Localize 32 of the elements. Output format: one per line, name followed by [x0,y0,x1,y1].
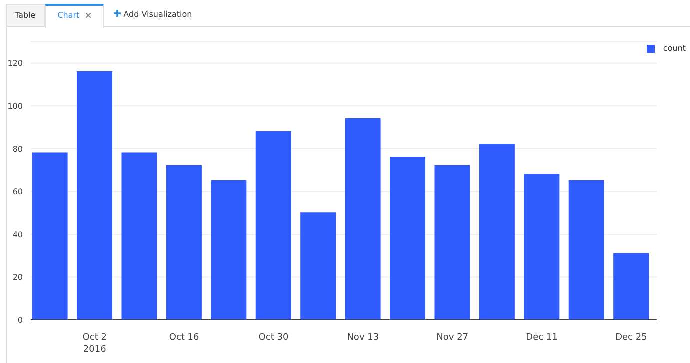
y-tick-label: 40 [12,230,23,240]
x-tick-label: Oct 30 [258,333,289,343]
x-tick-label: Nov 27 [436,333,469,343]
x-tick-label: Nov 13 [347,333,380,343]
x-tick-label: Oct 16 [169,333,200,343]
bar [434,166,470,320]
bar [524,174,560,320]
bar [479,144,515,320]
bar [390,156,426,320]
y-tick-label: 100 [8,102,23,111]
bar [568,180,604,320]
text: Add Visualization [124,10,192,19]
y-tick-label: 80 [12,144,23,154]
bar [256,131,292,320]
y-tick-label: 20 [12,273,23,282]
bar [122,152,158,320]
y-tick-label: 120 [8,59,23,68]
legend-label: count [663,44,686,53]
bar [77,71,113,320]
bar [614,253,650,320]
bar [166,166,202,320]
y-tick-label: 0 [18,316,23,325]
bar [32,152,68,320]
y-tick-label: 60 [12,188,23,197]
bar [300,212,336,320]
x-tick-label: Dec 25 [616,333,648,343]
bar [345,118,381,320]
text: Table [15,11,36,20]
x-tick-label: Dec 11 [526,333,558,343]
text: Chart [58,11,80,20]
x-tick-label: Oct 2 2016 [82,333,107,355]
bar [211,180,247,320]
